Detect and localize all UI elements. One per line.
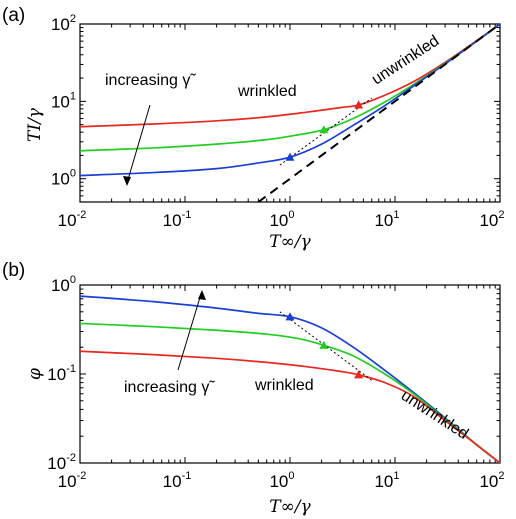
arrow-a-line bbox=[126, 104, 151, 184]
panel-b: (b) φ T∞/γ 10-2 10-1 100 101 10210-210-1100 … bbox=[2, 260, 505, 517]
data-marker bbox=[354, 100, 364, 109]
x-tick-label: 10-1 bbox=[163, 470, 192, 491]
panel-b-label: (b) bbox=[2, 260, 25, 281]
x-tick-label: 101 bbox=[374, 470, 399, 491]
annot-b-increasing: increasing γ̃ bbox=[124, 379, 215, 396]
annot-a-increasing: increasing γ̃ bbox=[105, 72, 196, 89]
series-line bbox=[80, 295, 500, 463]
x-tick-label: 101 bbox=[374, 209, 399, 230]
series-line bbox=[80, 24, 500, 177]
panel-a-label: (a) bbox=[2, 5, 25, 26]
x-tick-label: 100 bbox=[269, 470, 294, 491]
x-tick-label: 10-2 bbox=[58, 470, 87, 491]
x-tick-label: 100 bbox=[269, 209, 294, 230]
data-marker bbox=[319, 340, 329, 349]
y-tick-label: 10-1 bbox=[47, 363, 76, 384]
panel-a-xlabel: T∞/γ bbox=[269, 232, 311, 252]
panel-a-series bbox=[80, 24, 500, 202]
data-marker bbox=[285, 152, 295, 161]
panel-a-annotations: increasing γ̃ wrinkled unwrinkled bbox=[105, 32, 442, 186]
arrow-a-head bbox=[123, 176, 131, 186]
series-line bbox=[80, 322, 500, 463]
x-tick-label: 102 bbox=[479, 209, 504, 230]
y-tick-label: 10-2 bbox=[47, 452, 76, 473]
arrow-b-head bbox=[198, 290, 206, 300]
data-marker bbox=[285, 312, 295, 321]
panel-b-frame bbox=[79, 284, 501, 464]
series-line bbox=[80, 350, 500, 463]
asymptote-line bbox=[257, 24, 500, 202]
panel-b-ylabel: φ bbox=[25, 368, 45, 380]
arrow-b-line bbox=[177, 293, 202, 371]
panel-b-markers bbox=[285, 312, 364, 379]
panel-a-ticks: 10-2 10-1 100 101 102 100 101 102 bbox=[51, 13, 505, 230]
panel-a-ylabel: TI/γ bbox=[25, 107, 45, 142]
y-tick-label: 100 bbox=[51, 274, 76, 295]
panel-a-frame bbox=[79, 23, 501, 203]
data-marker bbox=[354, 370, 364, 379]
annot-b-wrinkled: wrinkled bbox=[254, 377, 314, 394]
x-tick-label: 102 bbox=[479, 470, 504, 491]
x-tick-label: 10-1 bbox=[163, 209, 192, 230]
annot-a-unwrinkled: unwrinkled bbox=[369, 32, 442, 88]
y-tick-label: 102 bbox=[51, 13, 76, 34]
annot-a-wrinkled: wrinkled bbox=[237, 83, 297, 100]
panel-a-markers bbox=[285, 100, 364, 161]
panel-a: (a) TI/γ T∞/γ 10-2 10-1 100 101 102 100 101 102… bbox=[2, 5, 505, 252]
data-marker bbox=[319, 125, 329, 134]
x-tick-label: 10-2 bbox=[58, 209, 87, 230]
y-tick-label: 100 bbox=[51, 168, 76, 189]
y-tick-label: 101 bbox=[51, 90, 76, 111]
panel-b-ticks: 10-2 10-1 100 101 102 10-2 10-1 100 bbox=[47, 274, 504, 491]
panel-b-series bbox=[80, 295, 500, 463]
panel-b-xlabel: T∞/γ bbox=[269, 497, 311, 517]
annot-b-unwrinkled: unwrinkled bbox=[398, 387, 471, 443]
